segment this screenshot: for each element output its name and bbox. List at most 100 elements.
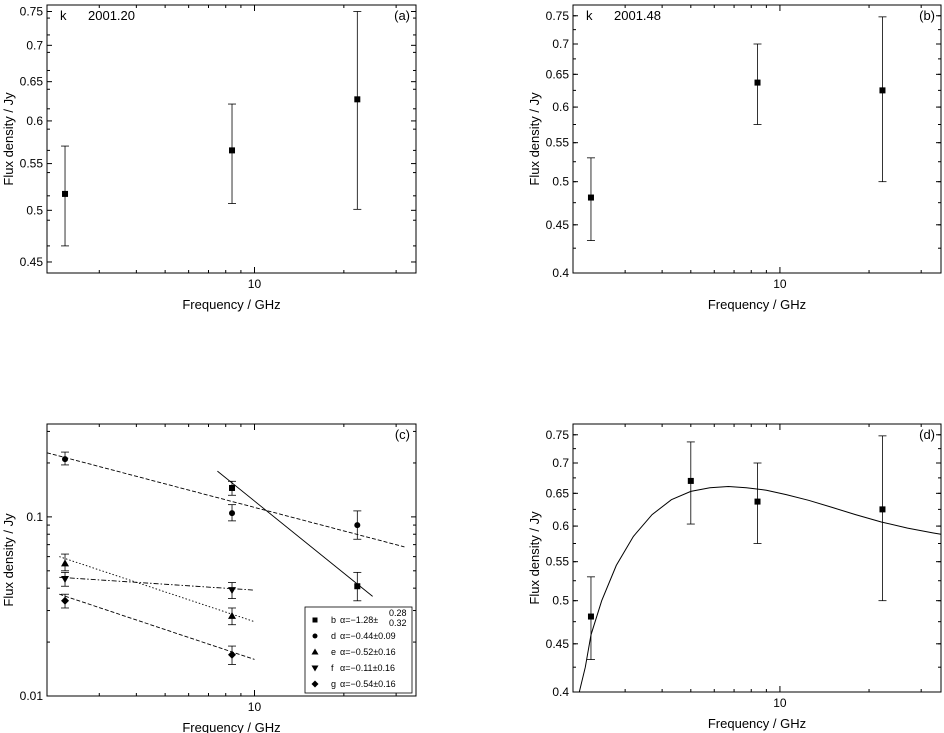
data-point xyxy=(587,613,594,620)
y-tick-label: 0.45 xyxy=(546,218,570,232)
y-tick-label: 0.45 xyxy=(546,637,570,651)
y-axis-title: Flux density / Jy xyxy=(527,511,542,605)
panel-label: (d) xyxy=(919,427,935,442)
panel-label: (b) xyxy=(919,8,935,23)
panel-b: 0.4 0.45 0.5 0.55 0.6 0.65 0.7 0.75 10 Frequency … xyxy=(527,4,942,312)
y-tick-label: 0.75 xyxy=(20,4,44,18)
y-tick-label: 0.75 xyxy=(546,9,570,23)
y-tick-label: 0.65 xyxy=(546,486,570,500)
y-tick-label: 0.6 xyxy=(26,114,43,128)
y-tick-label: 0.7 xyxy=(552,37,569,51)
source-label: k xyxy=(586,8,593,23)
plot-frame xyxy=(46,4,417,274)
fit-line-f xyxy=(59,576,255,591)
fit-curve xyxy=(578,485,942,693)
legend-name: d xyxy=(331,631,336,641)
y-axis-title: Flux density / Jy xyxy=(1,513,16,607)
data-point xyxy=(61,575,70,583)
data-point xyxy=(354,96,361,103)
legend-alpha: α=−0.52±0.16 xyxy=(340,647,396,657)
panel-c: 0.01 0.1 10 Frequency / GHz Flux density / J… xyxy=(1,423,417,733)
data-point xyxy=(61,596,70,605)
legend-alpha-sub: 0.32 xyxy=(389,618,407,628)
plot-frame xyxy=(572,4,942,274)
fit-line-b xyxy=(217,470,373,597)
data-point xyxy=(228,611,237,619)
data-point xyxy=(754,498,761,505)
data-point xyxy=(228,650,237,659)
y-tick-label: 0.55 xyxy=(546,555,570,569)
data-point xyxy=(62,456,69,463)
y-tick-label: 0.55 xyxy=(546,136,570,150)
data-point xyxy=(754,79,761,86)
data-point xyxy=(62,190,69,197)
y-tick-label: 0.4 xyxy=(552,685,569,699)
epoch-label: 2001.20 xyxy=(88,8,135,23)
panel-label: (a) xyxy=(394,8,410,23)
data-point xyxy=(879,506,886,513)
data-point xyxy=(879,87,886,94)
data-point xyxy=(229,484,236,491)
panel-label: (c) xyxy=(395,427,410,442)
y-tick-label: 0.5 xyxy=(552,594,569,608)
legend-marker xyxy=(311,680,319,688)
x-tick-label: 10 xyxy=(248,700,262,714)
legend-alpha-sup: 0.28 xyxy=(389,608,407,618)
x-axis-title: Frequency / GHz xyxy=(182,720,280,733)
panel-d: 0.4 0.45 0.5 0.55 0.6 0.65 0.7 0.75 10 Frequency … xyxy=(527,423,942,731)
y-tick-label: 0.1 xyxy=(26,510,43,524)
y-axis-title: Flux density / Jy xyxy=(527,92,542,186)
source-label: k xyxy=(60,8,67,23)
legend-marker xyxy=(311,665,319,672)
legend-alpha: α=−1.28± xyxy=(340,615,378,625)
x-tick-label: 10 xyxy=(248,277,262,291)
fit-line-d xyxy=(46,452,405,548)
data-point xyxy=(228,587,237,595)
legend-marker xyxy=(312,633,318,639)
data-point xyxy=(587,194,594,201)
panel-a: 0.45 0.5 0.55 0.6 0.65 0.7 0.75 10 Frequency / G… xyxy=(1,4,417,312)
y-tick-label: 0.5 xyxy=(552,175,569,189)
y-tick-label: 0.55 xyxy=(20,157,44,171)
x-axis-title: Frequency / GHz xyxy=(708,297,806,312)
y-tick-label: 0.65 xyxy=(546,67,570,81)
y-tick-label: 0.6 xyxy=(552,100,569,114)
y-tick-label: 0.5 xyxy=(26,203,43,217)
legend: b α=−1.28± 0.280.32 d α=−0.44±0.09 e α=−0.52±0… xyxy=(304,606,413,694)
y-tick-label: 0.4 xyxy=(552,266,569,280)
legend-name: f xyxy=(331,663,334,673)
x-axis-title: Frequency / GHz xyxy=(708,716,806,731)
legend-box xyxy=(304,606,413,694)
legend-marker xyxy=(311,648,319,655)
legend-name: g xyxy=(331,679,336,689)
x-tick-label: 10 xyxy=(773,696,787,710)
y-tick-label: 0.7 xyxy=(26,38,43,52)
data-point xyxy=(354,583,361,590)
legend-alpha: α=−0.54±0.16 xyxy=(340,679,396,689)
legend-name: b xyxy=(331,615,336,625)
data-point xyxy=(61,559,70,567)
data-point xyxy=(354,522,361,529)
y-tick-label: 0.01 xyxy=(20,689,44,703)
legend-alpha: α=−0.11±0.16 xyxy=(340,663,395,673)
plot-frame xyxy=(46,423,417,697)
fit-line-g xyxy=(59,593,255,660)
legend-name: e xyxy=(331,647,336,657)
x-tick-label: 10 xyxy=(773,277,787,291)
data-point xyxy=(229,510,236,517)
y-tick-label: 0.45 xyxy=(20,255,44,269)
x-axis-title: Frequency / GHz xyxy=(182,297,280,312)
y-axis-title: Flux density / Jy xyxy=(1,92,16,186)
plot-frame xyxy=(572,423,942,693)
data-point xyxy=(687,477,694,484)
y-tick-label: 0.65 xyxy=(20,75,44,89)
epoch-label: 2001.48 xyxy=(614,8,661,23)
fit-line-e xyxy=(59,556,255,623)
legend-marker xyxy=(312,617,318,623)
y-tick-label: 0.6 xyxy=(552,519,569,533)
legend-alpha: α=−0.44±0.09 xyxy=(340,631,396,641)
y-tick-label: 0.7 xyxy=(552,456,569,470)
y-tick-label: 0.75 xyxy=(546,428,570,442)
data-point xyxy=(229,147,236,154)
